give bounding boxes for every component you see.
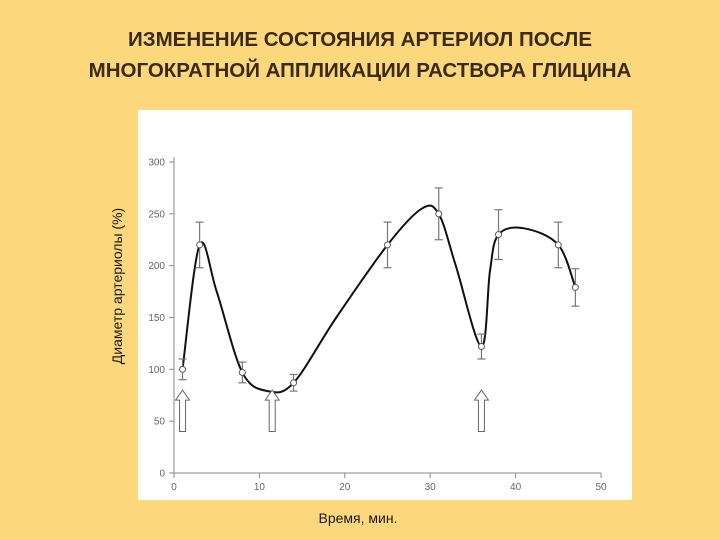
y-tick-label: 50 [154, 417, 166, 428]
application-arrow-icon [174, 389, 191, 433]
data-point [196, 241, 204, 249]
y-tick-label: 300 [148, 158, 165, 169]
y-tick-label: 250 [148, 209, 165, 220]
x-tick-label: 30 [425, 482, 437, 493]
data-point [571, 283, 579, 291]
plot-area: 0 50 100 150 200 250 300 0 10 20 30 40 50 [138, 110, 632, 500]
y-tick-label: 0 [159, 469, 165, 480]
plot-background [138, 110, 632, 500]
y-tick-label: 200 [148, 261, 165, 272]
data-point [495, 231, 503, 239]
application-arrow-icon [473, 389, 490, 433]
data-point [238, 368, 246, 376]
y-axis-label: Диаметр артериолы (%) [109, 207, 125, 365]
data-point [290, 379, 298, 387]
title-line-2: МНОГОКРАТНОЙ АППЛИКАЦИИ РАСТВОРА ГЛИЦИНА [88, 59, 632, 82]
data-point [477, 343, 485, 351]
y-tick-label: 100 [148, 365, 165, 376]
x-axis-label: Время, мин. [318, 510, 398, 526]
application-arrow-icon [264, 389, 281, 433]
x-tick-label: 10 [254, 482, 266, 493]
data-point [435, 210, 443, 218]
data-point [554, 241, 562, 249]
x-tick-label: 20 [339, 482, 351, 493]
data-point [384, 241, 391, 249]
x-tick-label: 50 [595, 482, 607, 493]
chart-title: ИЗМЕНЕНИЕ СОСТОЯНИЯ АРТЕРИОЛ ПОСЛЕ МНОГО… [0, 24, 720, 86]
x-tick-label: 40 [510, 482, 522, 493]
data-point [179, 365, 187, 373]
x-tick-label: 0 [171, 482, 177, 493]
y-tick-label: 150 [148, 313, 165, 324]
title-line-1: ИЗМЕНЕНИЕ СОСТОЯНИЯ АРТЕРИОЛ ПОСЛЕ [128, 28, 592, 51]
